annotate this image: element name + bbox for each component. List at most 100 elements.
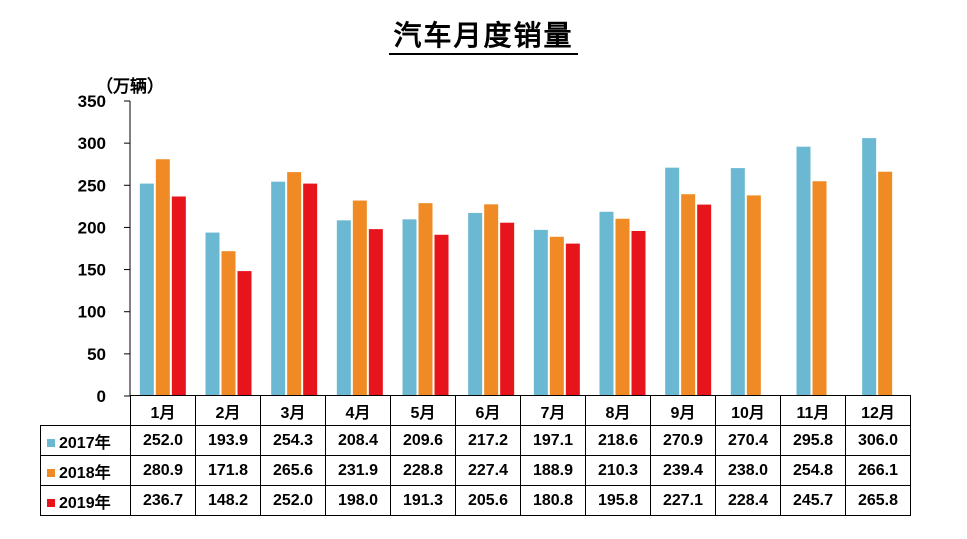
bar-2017年-4月	[336, 220, 351, 396]
bar-2018年-10月	[746, 195, 761, 396]
bar-2019年-9月	[697, 204, 712, 396]
data-label: 254.8	[780, 455, 846, 486]
x-axis-tick-label: 8月	[585, 395, 651, 426]
y-axis-tick-label: 50	[87, 345, 106, 364]
data-label: 265.8	[845, 485, 911, 516]
bar-2017年-7月	[533, 229, 548, 396]
x-axis-tick-label: 12月	[845, 395, 911, 426]
x-axis-tick-label: 11月	[780, 395, 846, 426]
x-axis-tick-label: 3月	[260, 395, 326, 426]
y-axis-tick-label: 250	[78, 176, 106, 195]
data-label: 239.4	[650, 455, 716, 486]
bar-2018年-8月	[615, 218, 630, 396]
bar-2017年-5月	[402, 219, 417, 396]
data-label: 265.6	[260, 455, 326, 486]
bar-2017年-12月	[862, 138, 877, 397]
y-axis-tick-label: 200	[78, 218, 106, 237]
data-label: 148.2	[195, 485, 261, 516]
legend-swatch	[47, 499, 55, 508]
chart-title: 汽车月度销量	[0, 14, 967, 55]
data-label: 197.1	[520, 425, 586, 456]
legend-entry: 2018年	[40, 455, 131, 486]
y-axis-unit-label: （万辆）	[96, 77, 164, 97]
bar-2018年-11月	[812, 181, 827, 396]
bar-2019年-3月	[303, 183, 318, 396]
data-label: 295.8	[780, 425, 846, 456]
bar-2017年-9月	[665, 167, 680, 396]
bar-2019年-5月	[434, 234, 449, 396]
bar-2017年-11月	[796, 146, 811, 396]
legend-swatch	[47, 469, 55, 478]
bar-2018年-1月	[155, 159, 170, 396]
bar-2018年-2月	[221, 251, 236, 396]
bar-2019年-1月	[171, 196, 186, 396]
y-axis-tick-label: 150	[78, 261, 106, 280]
table-row: 2019年 236.7 148.2 252.0 198.0 191.3 205.6 180.8…	[40, 485, 911, 516]
bar-2018年-6月	[484, 204, 499, 396]
x-axis-tick-label: 5月	[390, 395, 456, 426]
data-label: 270.9	[650, 425, 716, 456]
data-label: 191.3	[390, 485, 456, 516]
data-label: 217.2	[455, 425, 521, 456]
data-label: 266.1	[845, 455, 911, 486]
data-label: 252.0	[260, 485, 326, 516]
legend-label: 2019年	[59, 494, 111, 512]
x-axis-tick-label: 7月	[520, 395, 586, 426]
data-label: 245.7	[780, 485, 846, 516]
data-label: 210.3	[585, 455, 651, 486]
data-label: 231.9	[325, 455, 391, 486]
data-label: 236.7	[130, 485, 196, 516]
bar-2018年-12月	[878, 171, 893, 396]
data-table: 1月 2月 3月 4月 5月 6月 7月 8月 9月 10月 11月 12月 2017年 252.0 19…	[40, 395, 911, 516]
x-axis-tick-label: 10月	[715, 395, 781, 426]
table-row: 2017年 252.0 193.9 254.3 208.4 209.6 217.2 197.1…	[40, 425, 911, 456]
legend-label: 2018年	[59, 464, 111, 482]
data-label: 198.0	[325, 485, 391, 516]
bar-2018年-9月	[681, 194, 696, 396]
legend-label: 2017年	[59, 434, 111, 452]
data-label: 227.1	[650, 485, 716, 516]
table-corner	[40, 395, 131, 426]
x-axis-tick-label: 9月	[650, 395, 716, 426]
legend-entry: 2019年	[40, 485, 131, 516]
bar-2017年-3月	[271, 181, 286, 396]
bar-2018年-7月	[549, 236, 564, 396]
x-axis-tick-label: 1月	[130, 395, 196, 426]
bar-2017年-8月	[599, 211, 614, 396]
bar-2019年-6月	[500, 222, 515, 396]
x-axis-tick-label: 4月	[325, 395, 391, 426]
y-axis-tick-label: 300	[78, 134, 106, 153]
data-label: 193.9	[195, 425, 261, 456]
data-label: 208.4	[325, 425, 391, 456]
data-label: 228.8	[390, 455, 456, 486]
bar-2019年-4月	[368, 229, 383, 396]
bar-2018年-3月	[287, 172, 302, 396]
data-label: 227.4	[455, 455, 521, 486]
data-label: 205.6	[455, 485, 521, 516]
bar-2017年-1月	[139, 183, 154, 396]
data-label: 171.8	[195, 455, 261, 486]
x-axis-tick-label: 2月	[195, 395, 261, 426]
legend-entry: 2017年	[40, 425, 131, 456]
y-axis-tick-label: 100	[78, 303, 106, 322]
data-label: 228.4	[715, 485, 781, 516]
legend-swatch	[47, 439, 55, 448]
data-label: 188.9	[520, 455, 586, 486]
data-label: 180.8	[520, 485, 586, 516]
data-label: 209.6	[390, 425, 456, 456]
bar-2017年-2月	[205, 232, 220, 396]
bar-2019年-8月	[631, 230, 646, 396]
x-axis-tick-label: 6月	[455, 395, 521, 426]
data-label: 270.4	[715, 425, 781, 456]
bar-2018年-4月	[352, 200, 367, 396]
bar-2019年-7月	[565, 243, 580, 396]
bar-2019年-2月	[237, 271, 252, 396]
data-label: 252.0	[130, 425, 196, 456]
bar-2017年-10月	[730, 168, 745, 396]
data-label: 254.3	[260, 425, 326, 456]
data-label: 238.0	[715, 455, 781, 486]
table-header-row: 1月 2月 3月 4月 5月 6月 7月 8月 9月 10月 11月 12月	[40, 395, 911, 426]
data-label: 195.8	[585, 485, 651, 516]
data-label: 306.0	[845, 425, 911, 456]
